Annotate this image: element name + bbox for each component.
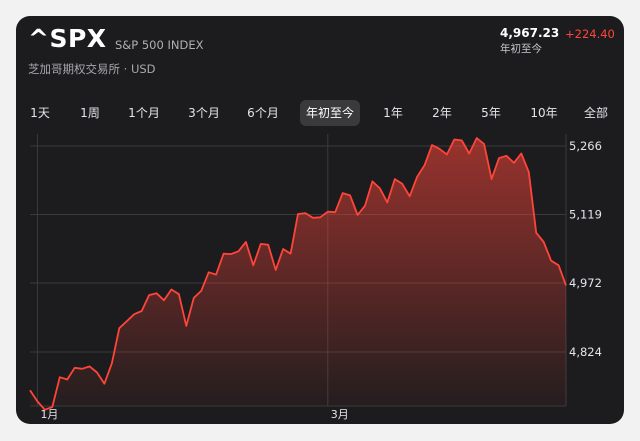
tab-8[interactable]: 5年 [481,106,501,120]
index-name: S&P 500 INDEX [115,38,204,52]
tab-6[interactable]: 1年 [383,106,403,120]
y-tick-label: 4,824 [569,345,602,359]
tab-7[interactable]: 2年 [432,106,452,120]
period-label: 年初至今 [500,43,542,55]
tab-10[interactable]: 全部 [583,106,609,120]
tab-1[interactable]: 1周 [80,106,100,120]
tab-9[interactable]: 10年 [530,106,558,120]
price-chart: 5,266 5,119 4,972 4,824 1月 3月 [29,134,602,421]
price-line [29,137,567,411]
tab-3[interactable]: 3个月 [188,106,220,120]
stock-detail-card: ^SPX S&P 500 INDEX 芝加哥期权交易所 · USD 4,967.… [16,16,624,424]
y-tick-label: 4,972 [569,276,602,290]
time-range-tabs: 1天 1周 1个月 3个月 6个月 年初至今 1年 2年 5年 10年 全部 [16,98,624,128]
tab-4[interactable]: 6个月 [247,106,279,120]
x-tick-label: 1月 [40,408,58,421]
current-price: 4,967.23 [500,26,560,40]
tab-0[interactable]: 1天 [30,106,50,120]
exchange-currency: 芝加哥期权交易所 · USD [28,62,156,76]
tab-5[interactable]: 年初至今 [299,100,361,126]
y-tick-label: 5,119 [569,208,602,222]
price-area-fill [30,138,566,410]
y-tick-label: 5,266 [569,139,602,153]
tab-2[interactable]: 1个月 [128,106,160,120]
x-tick-label: 3月 [331,408,349,421]
ticker-symbol: ^SPX [28,24,107,53]
price-change: +224.40 [565,27,615,41]
